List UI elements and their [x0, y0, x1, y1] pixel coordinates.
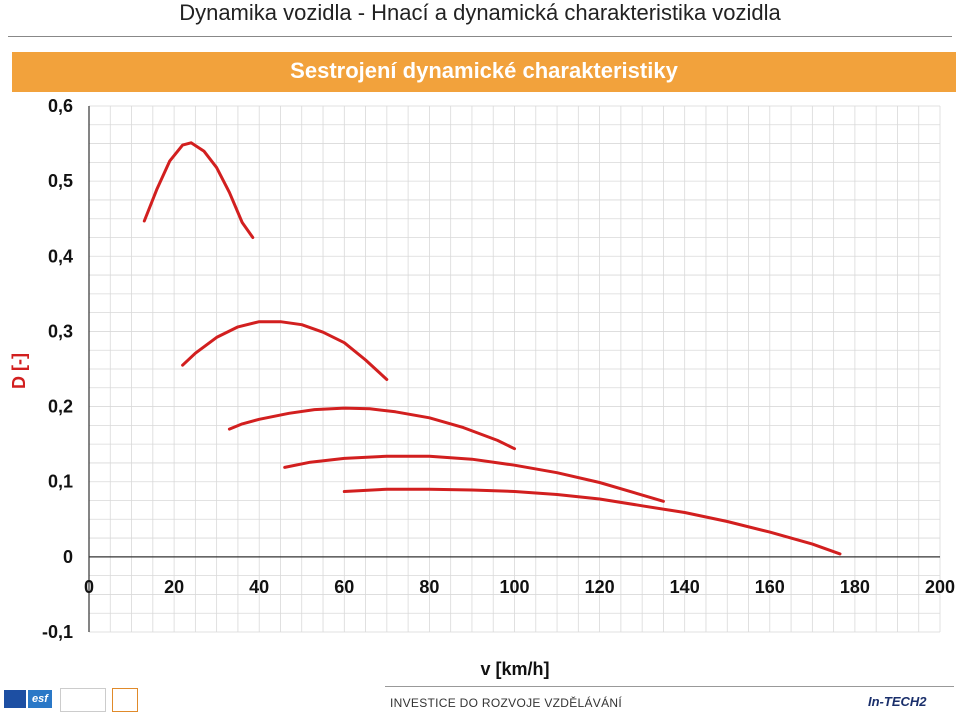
y-tick-label: 0,5: [48, 171, 73, 191]
chart-grid: [88, 105, 941, 633]
x-tick-label: 200: [925, 577, 955, 597]
y-tick-labels: -0,1 0 0,1 0,2 0,3 0,4 0,5 0,6: [42, 96, 73, 642]
op-logo: [112, 688, 138, 712]
footer-divider: [385, 686, 954, 687]
ministry-logo: [60, 688, 106, 712]
x-tick-label: 60: [334, 577, 354, 597]
y-tick-label: 0,1: [48, 472, 73, 492]
dynamic-characteristic-chart: -0,1 0 0,1 0,2 0,3 0,4 0,5 0,6 0 20 40 60 80 100 120 1…: [9, 96, 955, 679]
banner-title: Sestrojení dynamické charakteristiky: [290, 58, 678, 83]
gear-3-curve: [227, 406, 516, 451]
footer-text: INVESTICE DO ROZVOJE VZDĚLÁVÁNÍ: [390, 696, 623, 710]
esf-logo: esf: [28, 690, 52, 708]
x-tick-labels: 0 20 40 60 80 100 120 140 160 180 200: [84, 577, 955, 597]
y-tick-label: 0,4: [48, 246, 73, 266]
y-tick-label: 0,2: [48, 397, 73, 417]
eu-flag-logo: [4, 690, 26, 708]
y-tick-label: 0,3: [48, 321, 73, 341]
title-divider: [8, 36, 952, 37]
x-tick-label: 20: [164, 577, 184, 597]
y-axis-label: D [-]: [9, 353, 29, 389]
y-tick-label: -0,1: [42, 622, 73, 642]
x-tick-label: 120: [585, 577, 615, 597]
gear-2-curve: [181, 320, 389, 381]
gear-5-curve: [342, 487, 842, 556]
gear-4-curve: [283, 454, 665, 503]
intech-logo: In-TECH2: [868, 694, 927, 709]
chart-axes: [88, 106, 940, 632]
intech-logo-text: In-TECH2: [868, 694, 927, 709]
y-tick-label: 0,6: [48, 96, 73, 116]
page-title: Dynamika vozidla - Hnací a dynamická cha…: [179, 0, 781, 25]
section-banner: Sestrojení dynamické charakteristiky: [12, 52, 956, 92]
x-tick-label: 0: [84, 577, 94, 597]
chart-series: [142, 141, 842, 556]
x-tick-label: 80: [419, 577, 439, 597]
gear-1-curve: [142, 141, 255, 239]
x-tick-label: 160: [755, 577, 785, 597]
x-tick-label: 180: [840, 577, 870, 597]
x-tick-label: 40: [249, 577, 269, 597]
x-tick-label: 140: [670, 577, 700, 597]
x-axis-label: v [km/h]: [480, 659, 549, 679]
y-tick-label: 0: [63, 547, 73, 567]
x-tick-label: 100: [499, 577, 529, 597]
